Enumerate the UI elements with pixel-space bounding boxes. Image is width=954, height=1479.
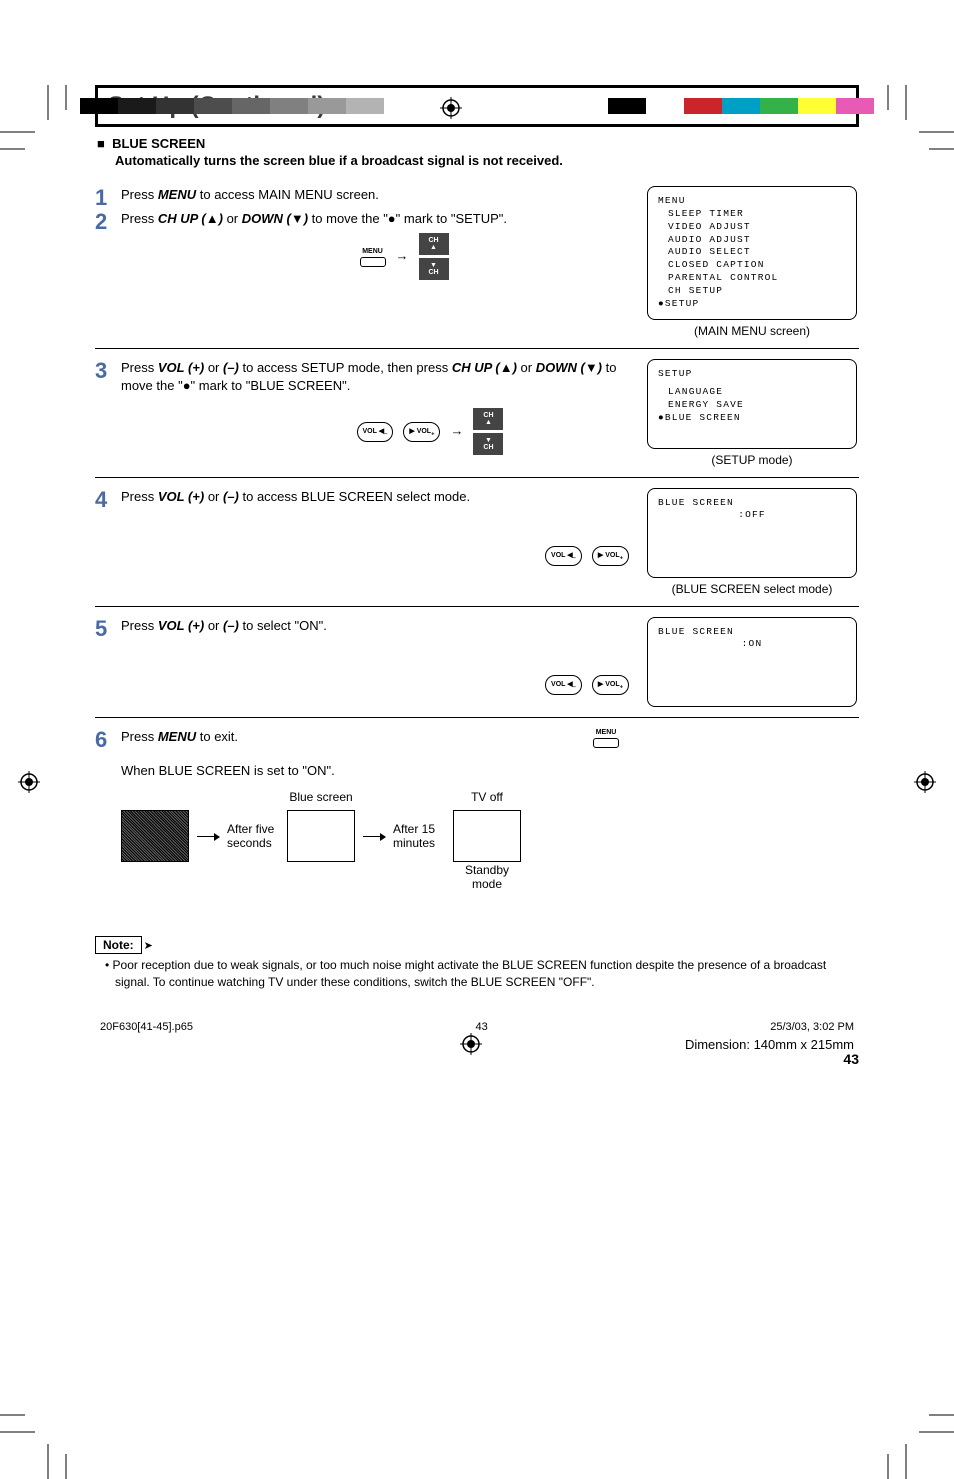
square-bullet-icon: ■	[97, 136, 112, 151]
blue-screen-off-screen: BLUE SCREEN :OFF	[647, 488, 857, 578]
menu-button-icon: MENU	[593, 728, 619, 748]
screen-title: MENU	[658, 195, 846, 208]
arrow-icon: →	[450, 422, 463, 441]
step-text: Press CH UP (▲) or DOWN (▼) to move the …	[121, 210, 507, 280]
step-row: 4 Press VOL (+) or (–) to access BLUE SC…	[95, 478, 859, 607]
tv-noise-icon: No signal	[121, 810, 189, 862]
flow-diagram: No signal After five seconds Blue screen…	[121, 810, 639, 862]
screen-title: SETUP	[658, 368, 846, 381]
screen-value: :ON	[658, 638, 846, 651]
footer-page: 43	[475, 1021, 487, 1033]
step-number: 2	[95, 210, 121, 280]
screen-selected-item: ●BLUE SCREEN	[658, 412, 846, 425]
step-text: Press VOL (+) or (–) to access BLUE SCRE…	[121, 488, 639, 567]
arrow-icon: →	[396, 247, 409, 266]
print-dimension: Dimension: 140mm x 215mm	[685, 1037, 854, 1052]
registration-mark-icon	[914, 771, 936, 793]
step-text: Press VOL (+) or (–) to access SETUP mod…	[121, 359, 639, 456]
note-arrow-icon: ➤	[144, 939, 153, 952]
flow-label: After 15 minutes	[393, 822, 445, 851]
flow-label: After five seconds	[227, 822, 279, 851]
vol-minus-button-icon: VOL ◀–	[357, 422, 394, 442]
footer-date: 25/3/03, 3:02 PM	[770, 1021, 854, 1033]
screen-caption: (MAIN MENU screen)	[647, 324, 857, 338]
step-number: 1	[95, 186, 121, 210]
step-number: 5	[95, 617, 121, 641]
step-number: 3	[95, 359, 121, 383]
ch-down-button-icon: ▼CH	[419, 258, 449, 280]
flow-arrow-icon	[363, 836, 385, 838]
screen-menu-item: SLEEP TIMER	[668, 208, 846, 221]
section-heading-row: ■ BLUE SCREEN	[95, 135, 859, 153]
vol-minus-button-icon: VOL ◀–	[545, 546, 582, 566]
vol-plus-button-icon: ▶ VOL+	[592, 546, 629, 566]
vol-plus-button-icon: ▶ VOL+	[592, 675, 629, 695]
step-number: 6	[95, 728, 121, 752]
step-subtext: When BLUE SCREEN is set to "ON".	[121, 762, 639, 781]
flow-caption: Standby mode	[454, 863, 520, 892]
print-footer: 20F630[41-45].p65 43 25/3/03, 3:02 PM	[100, 1021, 854, 1033]
flow-caption: TV off	[454, 789, 520, 806]
screen-title: BLUE SCREEN	[658, 497, 846, 510]
step-row: 6 Press MENU to exit. MENU When BLUE SCR…	[95, 718, 859, 913]
screen-menu-item: VIDEO ADJUST	[668, 221, 846, 234]
step-row: 3 Press VOL (+) or (–) to access SETUP m…	[95, 349, 859, 478]
screen-menu-item: AUDIO ADJUST	[668, 234, 846, 247]
blue-screen-on-screen: BLUE SCREEN :ON	[647, 617, 857, 707]
screen-title: BLUE SCREEN	[658, 626, 846, 639]
section-heading: BLUE SCREEN	[112, 136, 205, 151]
step-text: Press VOL (+) or (–) to select "ON". VOL…	[121, 617, 639, 696]
flow-arrow-icon	[197, 836, 219, 838]
registration-mark-icon	[440, 97, 462, 119]
screen-selected-item: ●SETUP	[658, 298, 846, 311]
screen-menu-item: CH SETUP	[668, 285, 846, 298]
screen-caption: (BLUE SCREEN select mode)	[647, 582, 857, 596]
note-heading: Note:	[95, 936, 142, 954]
color-bar-left	[80, 98, 422, 114]
screen-menu-item: LANGUAGE	[668, 386, 846, 399]
screen-value: :OFF	[658, 509, 846, 522]
tv-off-icon: TV off Standby mode	[453, 810, 521, 862]
step-number: 4	[95, 488, 121, 512]
step-row: 5 Press VOL (+) or (–) to select "ON". V…	[95, 607, 859, 718]
screen-menu-item: AUDIO SELECT	[668, 246, 846, 259]
section-description: Automatically turns the screen blue if a…	[95, 153, 859, 168]
menu-button-icon: MENU	[360, 247, 386, 267]
note-body: • Poor reception due to weak signals, or…	[95, 957, 859, 991]
step-text: Press MENU to exit. MENU When BLUE SCREE…	[121, 728, 639, 903]
footer-file: 20F630[41-45].p65	[100, 1021, 193, 1033]
step-row: 1 Press MENU to access MAIN MENU screen.…	[95, 176, 859, 348]
ch-up-button-icon: CH▲	[419, 233, 449, 255]
vol-plus-button-icon: ▶ VOL+	[403, 422, 440, 442]
registration-mark-icon	[18, 771, 40, 793]
step-text: Press MENU to access MAIN MENU screen.	[121, 186, 507, 210]
ch-down-button-icon: ▼CH	[473, 433, 503, 455]
screen-menu-item: PARENTAL CONTROL	[668, 272, 846, 285]
screen-caption: (SETUP mode)	[647, 453, 857, 467]
tv-blue-icon: Blue screen	[287, 810, 355, 862]
vol-minus-button-icon: VOL ◀–	[545, 675, 582, 695]
setup-menu-screen: SETUP LANGUAGEENERGY SAVE ●BLUE SCREEN	[647, 359, 857, 449]
screen-menu-item: ENERGY SAVE	[668, 399, 846, 412]
screen-menu-item: CLOSED CAPTION	[668, 259, 846, 272]
color-bar-right	[608, 98, 874, 114]
registration-mark-icon	[460, 1033, 482, 1055]
flow-caption: Blue screen	[288, 789, 354, 806]
main-menu-screen: MENU SLEEP TIMERVIDEO ADJUSTAUDIO ADJUST…	[647, 186, 857, 319]
ch-up-button-icon: CH▲	[473, 408, 503, 430]
